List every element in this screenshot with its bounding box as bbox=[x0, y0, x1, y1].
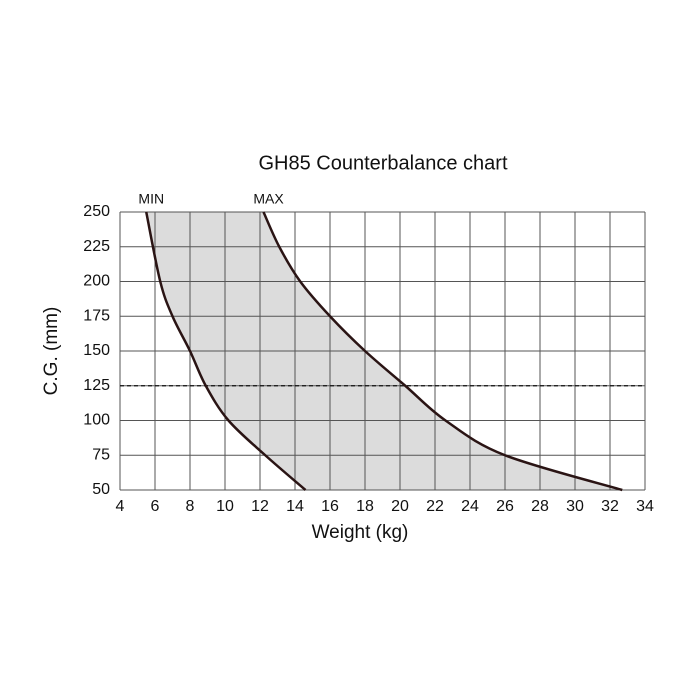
x-tick-label: 16 bbox=[321, 498, 339, 515]
y-tick-label: 50 bbox=[92, 481, 110, 498]
x-tick-label: 4 bbox=[116, 498, 125, 515]
y-tick-label: 250 bbox=[83, 203, 110, 220]
x-axis-label: Weight (kg) bbox=[312, 522, 409, 543]
x-tick-label: 24 bbox=[461, 498, 479, 515]
x-tick-label: 6 bbox=[151, 498, 160, 515]
series-label: MAX bbox=[253, 191, 284, 207]
curve bbox=[145, 211, 307, 491]
x-tick-label: 10 bbox=[216, 498, 234, 515]
x-tick-label: 20 bbox=[391, 498, 409, 515]
y-tick-label: 75 bbox=[92, 446, 110, 463]
x-tick-label: 30 bbox=[566, 498, 584, 515]
x-tick-label: 18 bbox=[356, 498, 374, 515]
chart-title: GH85 Counterbalance chart bbox=[258, 152, 507, 174]
x-tick-label: 28 bbox=[531, 498, 549, 515]
x-tick-label: 8 bbox=[186, 498, 195, 515]
y-tick-label: 100 bbox=[83, 412, 110, 429]
x-tick-label: 34 bbox=[636, 498, 654, 515]
y-tick-label: 225 bbox=[83, 238, 110, 255]
x-tick-label: 14 bbox=[286, 498, 304, 515]
x-tick-label: 26 bbox=[496, 498, 514, 515]
y-tick-label: 150 bbox=[83, 342, 110, 359]
y-tick-label: 200 bbox=[83, 273, 110, 290]
curve bbox=[262, 211, 623, 492]
x-tick-label: 32 bbox=[601, 498, 619, 515]
x-tick-label: 12 bbox=[251, 498, 269, 515]
y-tick-label: 125 bbox=[83, 377, 110, 394]
y-tick-label: 175 bbox=[83, 307, 110, 324]
x-tick-label: 22 bbox=[426, 498, 444, 515]
y-axis-label: C.G. (mm) bbox=[41, 307, 62, 396]
series-label: MIN bbox=[138, 191, 164, 207]
